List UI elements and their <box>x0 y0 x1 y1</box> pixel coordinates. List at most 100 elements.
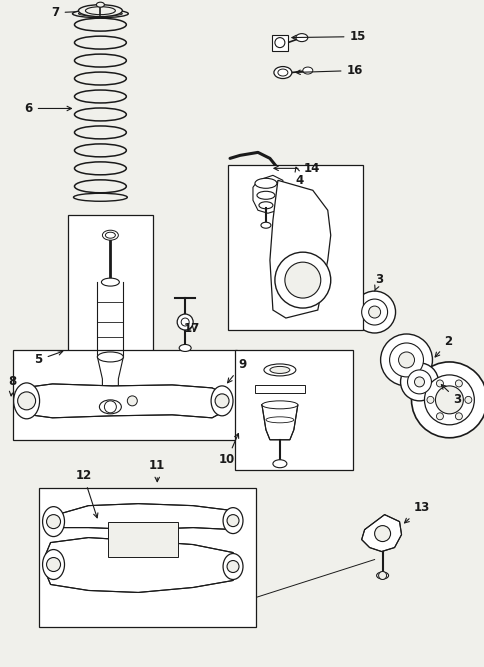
Text: 14: 14 <box>273 162 319 175</box>
Bar <box>68 215 153 425</box>
Ellipse shape <box>265 417 293 423</box>
Ellipse shape <box>270 366 289 374</box>
Ellipse shape <box>277 69 287 76</box>
Ellipse shape <box>179 344 191 352</box>
Ellipse shape <box>43 507 64 536</box>
Circle shape <box>380 334 432 386</box>
Polygon shape <box>361 515 401 552</box>
Bar <box>13 350 237 440</box>
Circle shape <box>284 262 320 298</box>
Circle shape <box>398 352 414 368</box>
Ellipse shape <box>376 572 388 579</box>
Circle shape <box>274 252 330 308</box>
Bar <box>39 488 256 628</box>
Circle shape <box>389 343 423 377</box>
Circle shape <box>426 396 433 404</box>
Text: 13: 13 <box>404 501 429 523</box>
Circle shape <box>454 380 461 387</box>
Ellipse shape <box>295 33 307 41</box>
Circle shape <box>436 380 442 387</box>
Circle shape <box>454 413 461 420</box>
Ellipse shape <box>258 202 272 209</box>
Circle shape <box>46 558 60 572</box>
Text: 10: 10 <box>218 434 238 466</box>
Circle shape <box>374 526 390 542</box>
Ellipse shape <box>302 67 312 74</box>
Circle shape <box>407 370 431 394</box>
Ellipse shape <box>97 352 123 362</box>
Ellipse shape <box>255 178 276 188</box>
Text: 9: 9 <box>227 358 245 383</box>
Circle shape <box>214 394 228 408</box>
Text: 15: 15 <box>291 30 365 43</box>
Ellipse shape <box>105 232 115 238</box>
Circle shape <box>127 396 137 406</box>
Circle shape <box>414 377 424 387</box>
Ellipse shape <box>43 550 64 580</box>
Ellipse shape <box>14 383 40 419</box>
Polygon shape <box>48 504 238 530</box>
Circle shape <box>424 375 473 425</box>
Ellipse shape <box>75 162 126 175</box>
Polygon shape <box>270 180 330 318</box>
Ellipse shape <box>260 222 271 228</box>
Text: 6: 6 <box>24 102 71 115</box>
Ellipse shape <box>78 11 122 16</box>
Circle shape <box>464 396 471 404</box>
Polygon shape <box>17 384 227 418</box>
Text: 12: 12 <box>75 469 98 518</box>
Text: 17: 17 <box>183 321 200 335</box>
Ellipse shape <box>75 90 126 103</box>
Circle shape <box>177 314 193 330</box>
Text: 11: 11 <box>149 459 165 482</box>
Ellipse shape <box>75 108 126 121</box>
Circle shape <box>400 363 438 401</box>
Bar <box>255 385 304 393</box>
Circle shape <box>368 306 380 318</box>
Ellipse shape <box>273 67 291 79</box>
Ellipse shape <box>211 386 232 416</box>
Text: 4: 4 <box>294 167 303 187</box>
Ellipse shape <box>75 36 126 49</box>
Ellipse shape <box>101 278 119 286</box>
Circle shape <box>227 515 239 527</box>
Ellipse shape <box>75 18 126 31</box>
Ellipse shape <box>74 193 127 201</box>
Ellipse shape <box>72 10 128 17</box>
Bar <box>235 350 352 470</box>
Ellipse shape <box>257 191 274 199</box>
Circle shape <box>227 560 239 572</box>
Circle shape <box>353 291 395 333</box>
Polygon shape <box>45 538 238 592</box>
Ellipse shape <box>272 460 286 468</box>
Circle shape <box>378 572 386 580</box>
Polygon shape <box>272 35 287 51</box>
Text: 8: 8 <box>9 376 17 396</box>
Ellipse shape <box>75 72 126 85</box>
Circle shape <box>436 413 442 420</box>
Circle shape <box>181 318 189 326</box>
Bar <box>227 165 362 330</box>
Circle shape <box>17 392 35 410</box>
Ellipse shape <box>99 400 121 414</box>
Text: 5: 5 <box>34 351 62 366</box>
Circle shape <box>435 386 462 414</box>
Ellipse shape <box>85 7 115 15</box>
Ellipse shape <box>78 5 122 17</box>
Ellipse shape <box>75 144 126 157</box>
Ellipse shape <box>223 554 242 580</box>
Polygon shape <box>253 175 282 213</box>
Ellipse shape <box>261 401 297 409</box>
Text: 3: 3 <box>440 385 460 406</box>
Ellipse shape <box>263 364 295 376</box>
Ellipse shape <box>75 180 126 193</box>
Circle shape <box>104 401 116 413</box>
Ellipse shape <box>223 508 242 534</box>
Ellipse shape <box>75 54 126 67</box>
Circle shape <box>46 515 60 528</box>
Polygon shape <box>261 405 297 440</box>
Ellipse shape <box>96 2 104 7</box>
Text: 7: 7 <box>51 6 96 19</box>
Circle shape <box>410 362 484 438</box>
Text: 2: 2 <box>434 336 452 357</box>
